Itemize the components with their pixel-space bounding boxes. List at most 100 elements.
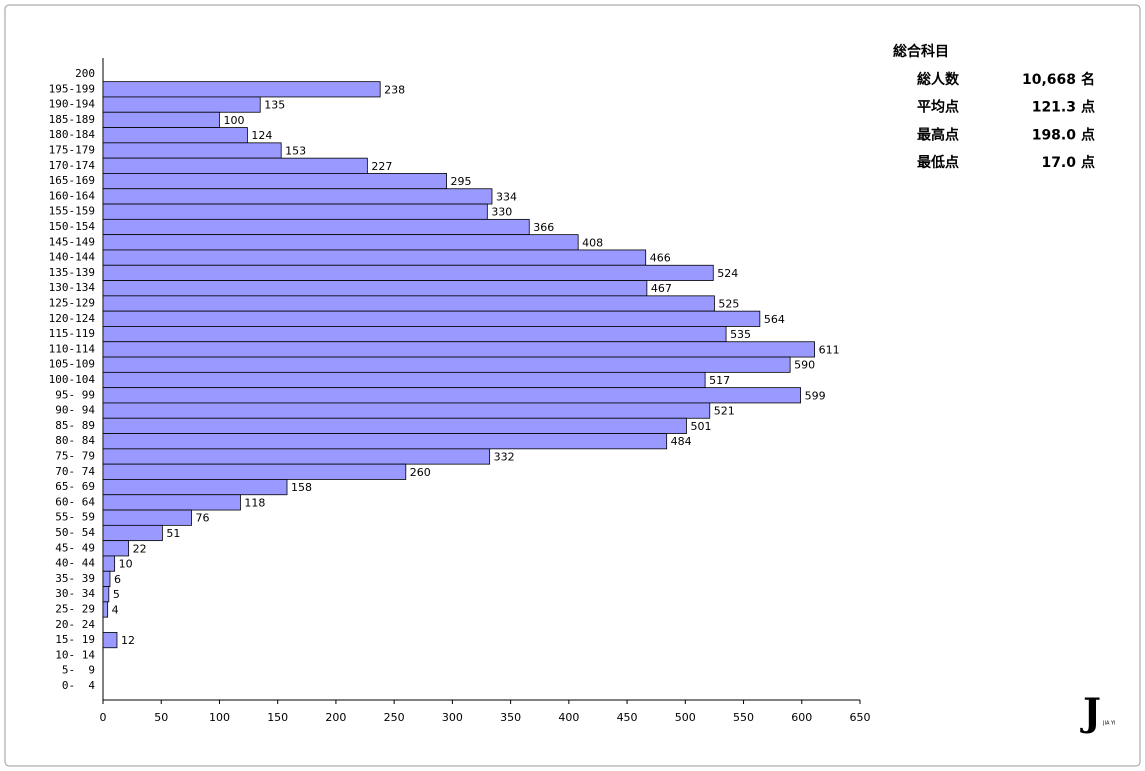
bar (102, 249, 647, 266)
bar (102, 280, 648, 297)
data-label: 517 (709, 374, 730, 387)
y-tick-label: 145-149 (49, 235, 95, 248)
data-label: 153 (285, 145, 306, 158)
x-tick-label: 650 (850, 711, 871, 724)
bar (102, 157, 368, 174)
x-tick-label: 300 (442, 711, 463, 724)
y-tick-label: 5- 9 (62, 664, 95, 677)
x-tick-label: 0 (100, 711, 107, 724)
data-label: 12 (121, 634, 135, 647)
y-tick-label: 125-129 (49, 297, 95, 310)
y-tick-label: 100-104 (49, 373, 96, 386)
data-label: 484 (671, 435, 692, 448)
data-label: 525 (718, 298, 739, 311)
stat-value: 198.0 (1032, 127, 1077, 143)
y-tick-label: 40- 44 (55, 557, 95, 570)
bar (102, 540, 130, 557)
data-label: 590 (794, 359, 815, 372)
bar (102, 111, 220, 128)
data-label: 6 (114, 573, 121, 586)
bar (102, 494, 241, 511)
bar (102, 387, 802, 404)
bar (102, 463, 407, 480)
x-tick-label: 200 (325, 711, 346, 724)
bar (102, 218, 530, 236)
data-label: 158 (291, 481, 312, 494)
stat-value: 17.0 (1041, 155, 1076, 171)
bar (102, 295, 715, 312)
data-label: 332 (494, 451, 515, 464)
y-tick-label: 190-194 (49, 98, 96, 111)
bar (102, 509, 192, 526)
x-tick-label: 450 (617, 711, 638, 724)
bar (102, 173, 447, 190)
data-label: 4 (112, 604, 119, 617)
data-label: 118 (244, 496, 265, 509)
y-tick-label: 115-119 (49, 327, 95, 340)
bar (102, 586, 110, 603)
data-label: 467 (651, 282, 672, 295)
y-tick-label: 120-124 (49, 312, 96, 325)
logo-text: JIA YI (1102, 721, 1116, 727)
logo-mark: J (1080, 690, 1101, 735)
data-label: 366 (533, 221, 554, 234)
y-tick-label: 200 (75, 67, 95, 80)
bar (102, 371, 706, 389)
y-tick-label: 185-189 (49, 113, 95, 126)
data-label: 22 (133, 542, 147, 555)
data-label: 535 (730, 328, 751, 341)
data-label: 330 (491, 206, 512, 219)
data-label: 238 (384, 83, 405, 96)
data-label: 76 (196, 512, 210, 525)
y-tick-label: 55- 59 (55, 511, 95, 524)
bar (102, 570, 111, 587)
data-label: 5 (113, 588, 120, 601)
y-tick-label: 15- 19 (55, 633, 95, 646)
bar (102, 234, 579, 251)
y-tick-label: 155-159 (49, 205, 95, 218)
y-tick-label: 170-174 (49, 159, 96, 172)
x-tick-label: 400 (558, 711, 579, 724)
y-tick-label: 85- 89 (55, 419, 95, 432)
x-tick-label: 550 (733, 711, 754, 724)
bar (102, 601, 109, 618)
data-label: 10 (119, 558, 133, 571)
data-label: 599 (805, 389, 826, 402)
stat-label: 総人数 (917, 71, 960, 88)
x-tick-label: 350 (500, 711, 521, 724)
data-label: 466 (650, 252, 671, 265)
bar (102, 524, 163, 542)
data-label: 521 (714, 405, 735, 418)
bar (102, 310, 761, 327)
data-label: 564 (764, 313, 785, 326)
y-tick-label: 150-154 (49, 220, 96, 233)
bar (102, 96, 261, 113)
y-tick-label: 135-139 (49, 266, 95, 279)
data-label: 260 (410, 466, 431, 479)
y-tick-label: 105-109 (49, 358, 95, 371)
y-tick-label: 95- 99 (55, 388, 95, 401)
y-tick-label: 30- 34 (55, 587, 95, 600)
x-tick-label: 600 (791, 711, 812, 724)
stat-label: 最低点 (917, 154, 959, 171)
bar (102, 356, 791, 373)
x-tick-label: 500 (675, 711, 696, 724)
y-tick-label: 130-134 (49, 281, 96, 294)
y-tick-label: 90- 94 (55, 404, 95, 417)
data-label: 611 (819, 343, 840, 356)
y-tick-label: 180-184 (49, 128, 96, 141)
bar (102, 127, 248, 144)
y-tick-label: 60- 64 (55, 495, 95, 508)
bar (102, 264, 714, 281)
data-label: 408 (582, 236, 603, 249)
bar (102, 203, 488, 220)
y-tick-label: 195-199 (49, 82, 95, 95)
y-tick-label: 65- 69 (55, 480, 95, 493)
stats-title: 総合科目 (893, 43, 949, 60)
bar (102, 326, 727, 343)
y-tick-label: 70- 74 (55, 465, 95, 478)
y-tick-label: 75- 79 (55, 450, 95, 463)
x-tick-label: 50 (154, 711, 168, 724)
x-tick-label: 100 (209, 711, 230, 724)
